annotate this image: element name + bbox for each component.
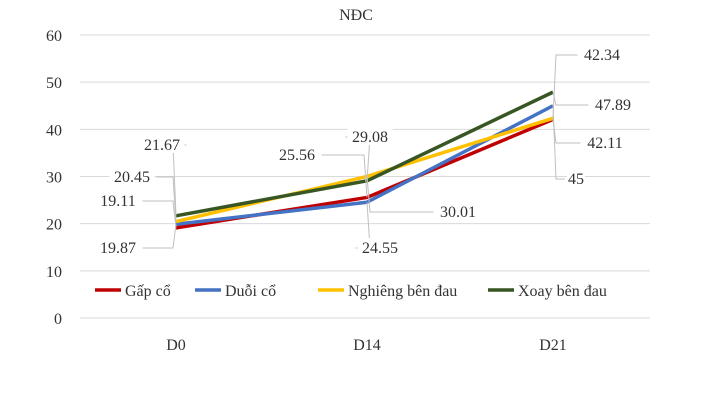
data-label-bg bbox=[109, 167, 155, 185]
data-label-bg bbox=[582, 133, 628, 151]
data-label: 25.56 bbox=[279, 147, 315, 164]
data-label-bg bbox=[347, 127, 393, 145]
leader-line bbox=[156, 176, 177, 222]
y-tick-label: 0 bbox=[54, 311, 62, 328]
data-label: 45 bbox=[568, 171, 584, 188]
leader-line bbox=[321, 154, 368, 198]
legend-label: Xoay bên đau bbox=[518, 283, 607, 300]
leader-line bbox=[142, 200, 177, 228]
data-label-bg bbox=[139, 135, 185, 153]
x-tick-label: D21 bbox=[539, 337, 567, 354]
y-tick-label: 50 bbox=[46, 75, 62, 92]
data-label: 19.11 bbox=[100, 193, 135, 210]
data-label: 21.67 bbox=[144, 137, 180, 154]
data-label: 20.45 bbox=[114, 169, 150, 186]
y-tick-label: 10 bbox=[46, 264, 62, 281]
data-label-bg bbox=[357, 238, 403, 256]
chart-title: NĐC bbox=[339, 7, 373, 24]
legend-label: Duỗi cổ bbox=[225, 283, 276, 300]
data-label: 42.34 bbox=[584, 47, 620, 64]
data-label: 24.55 bbox=[362, 240, 398, 257]
data-label: 19.87 bbox=[100, 240, 136, 257]
legend-label: Nghiêng bên đau bbox=[348, 283, 457, 300]
y-tick-label: 60 bbox=[46, 28, 62, 45]
y-tick-label: 20 bbox=[46, 217, 62, 234]
leader-line bbox=[142, 224, 177, 249]
x-tick-label: D14 bbox=[353, 337, 381, 354]
leader-line bbox=[552, 105, 565, 180]
data-label-bg bbox=[435, 202, 481, 220]
data-label-bg bbox=[579, 45, 625, 63]
data-label-bg bbox=[274, 145, 320, 163]
data-label-bg bbox=[95, 238, 141, 256]
x-tick-label: D0 bbox=[166, 337, 186, 354]
leader-line bbox=[552, 54, 578, 119]
y-tick-label: 30 bbox=[46, 170, 62, 187]
data-label: 47.89 bbox=[595, 97, 631, 114]
y-tick-label: 40 bbox=[46, 122, 62, 139]
data-label: 29.08 bbox=[352, 129, 388, 146]
legend-label: Gấp cổ bbox=[125, 283, 171, 300]
data-label: 30.01 bbox=[440, 204, 476, 221]
data-label-bg bbox=[95, 191, 141, 209]
leader-line bbox=[552, 119, 581, 144]
leader-line bbox=[366, 176, 434, 213]
data-label-bg bbox=[590, 95, 636, 113]
data-label-bg bbox=[567, 169, 585, 187]
data-label: 42.11 bbox=[587, 135, 622, 152]
leader-line bbox=[552, 92, 589, 106]
